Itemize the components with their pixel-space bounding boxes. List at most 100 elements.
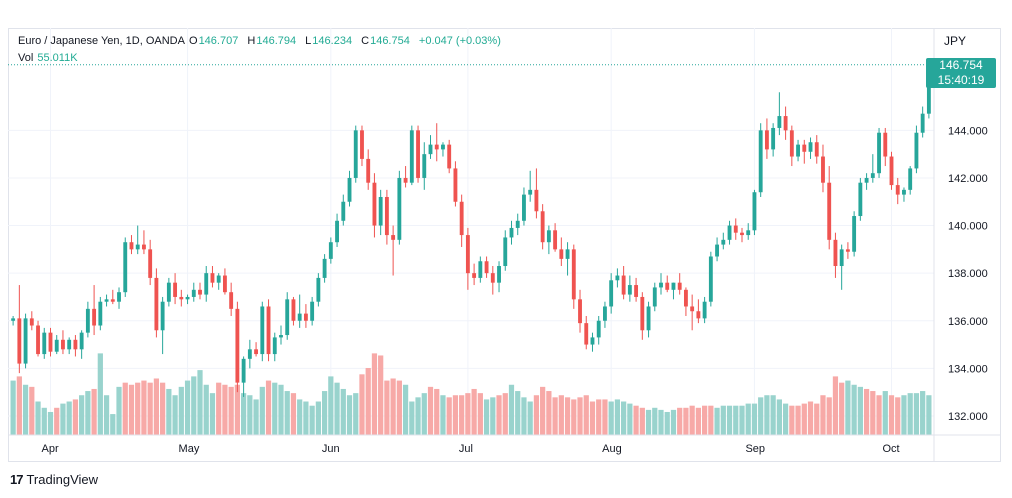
y-tick-label: 134.000 [948,363,988,375]
volume-bar [334,382,340,435]
volume-bar [103,395,110,435]
candle-body [858,182,863,217]
volume-bar [882,391,888,435]
last-price-tag: 146.754 15:40:19 [926,57,996,88]
candle-body [79,332,84,350]
x-tick-label: Jun [322,443,340,455]
candle [646,301,651,338]
candle [690,294,695,331]
candle [403,166,408,188]
candle-body [814,142,819,157]
candle [291,296,296,326]
volume-bar [527,401,533,435]
volume-bar [913,393,920,435]
candle-body [833,239,838,267]
volume-bar [234,384,241,435]
candle-body [61,339,65,350]
volume-bar [209,393,216,435]
candle [764,118,769,159]
candle-body [559,249,564,259]
candle-body [459,201,464,236]
candle-body [254,349,259,355]
candle-body [609,280,614,307]
volume-bar [116,386,122,435]
candle [409,125,414,186]
candle-body [316,277,321,302]
time-axis[interactable]: Apr May Jun Jul Aug Sep Oct [8,434,1001,455]
candle [98,296,103,331]
volume-bar [178,386,184,435]
chart-frame [8,28,1001,462]
candle [796,139,800,162]
volume-bar [85,391,91,435]
candle-body [877,132,881,174]
candle-body [777,116,782,128]
volume-bar [920,391,926,435]
candle [123,237,128,297]
candle-body [652,287,657,307]
candle-body [48,332,53,352]
candle [522,187,526,226]
candle [353,125,358,183]
candle-body [783,116,788,131]
volume-bar [290,393,297,435]
candle-body [515,220,520,228]
candle-body [721,239,726,245]
candle [827,166,832,250]
candle [465,227,470,290]
candle [247,339,252,369]
candle [833,232,838,278]
candle-body [920,113,925,133]
candle-body [864,177,869,183]
candle [117,287,121,309]
candle [285,292,290,340]
candle [154,268,159,338]
volume-bar [895,397,901,435]
candle [752,189,757,236]
candle [864,173,869,190]
candle-body [472,273,477,278]
candle-body [634,285,639,297]
candle [303,304,308,328]
candle-body [92,308,97,326]
volume-bar [471,388,477,435]
volume-bar [670,409,677,435]
candle [235,301,240,393]
volume-bar [677,407,683,435]
candle [185,294,190,305]
candle [528,170,533,202]
candle-body [378,196,383,226]
bar-countdown: 15:40:19 [937,72,985,87]
volume-bar [216,382,222,435]
candle-body [29,318,34,326]
volume-bar [434,388,440,435]
candle-body [565,249,570,259]
candle [746,223,751,240]
candle [609,273,614,314]
candle-body [36,325,40,355]
tradingview-logo[interactable]: 17 TradingView [10,472,98,487]
volume-bar [708,405,714,435]
price-chart[interactable]: 132.000 134.000 136.000 138.000 140.000 142.0… [8,28,1001,462]
candle [422,142,427,190]
candle [310,296,315,326]
candle-body [204,273,209,295]
candle [391,225,396,276]
x-tick-label: Oct [883,443,900,455]
candle [279,325,283,345]
candle-body [129,242,134,250]
volume-bar [633,405,639,435]
volume-bar [621,401,627,435]
volume-bar [16,376,22,435]
volume-bar [272,382,278,435]
candle [42,327,47,359]
candle-body [553,230,558,250]
candle [92,285,97,336]
high-value: 146.794 [256,35,297,47]
candle-body [67,339,72,350]
volume-bar [141,380,147,435]
candle [540,204,545,250]
price-axis[interactable]: 132.000 134.000 136.000 138.000 140.000 142.0… [933,28,988,462]
volume-bar [396,380,402,435]
candle [740,227,744,243]
